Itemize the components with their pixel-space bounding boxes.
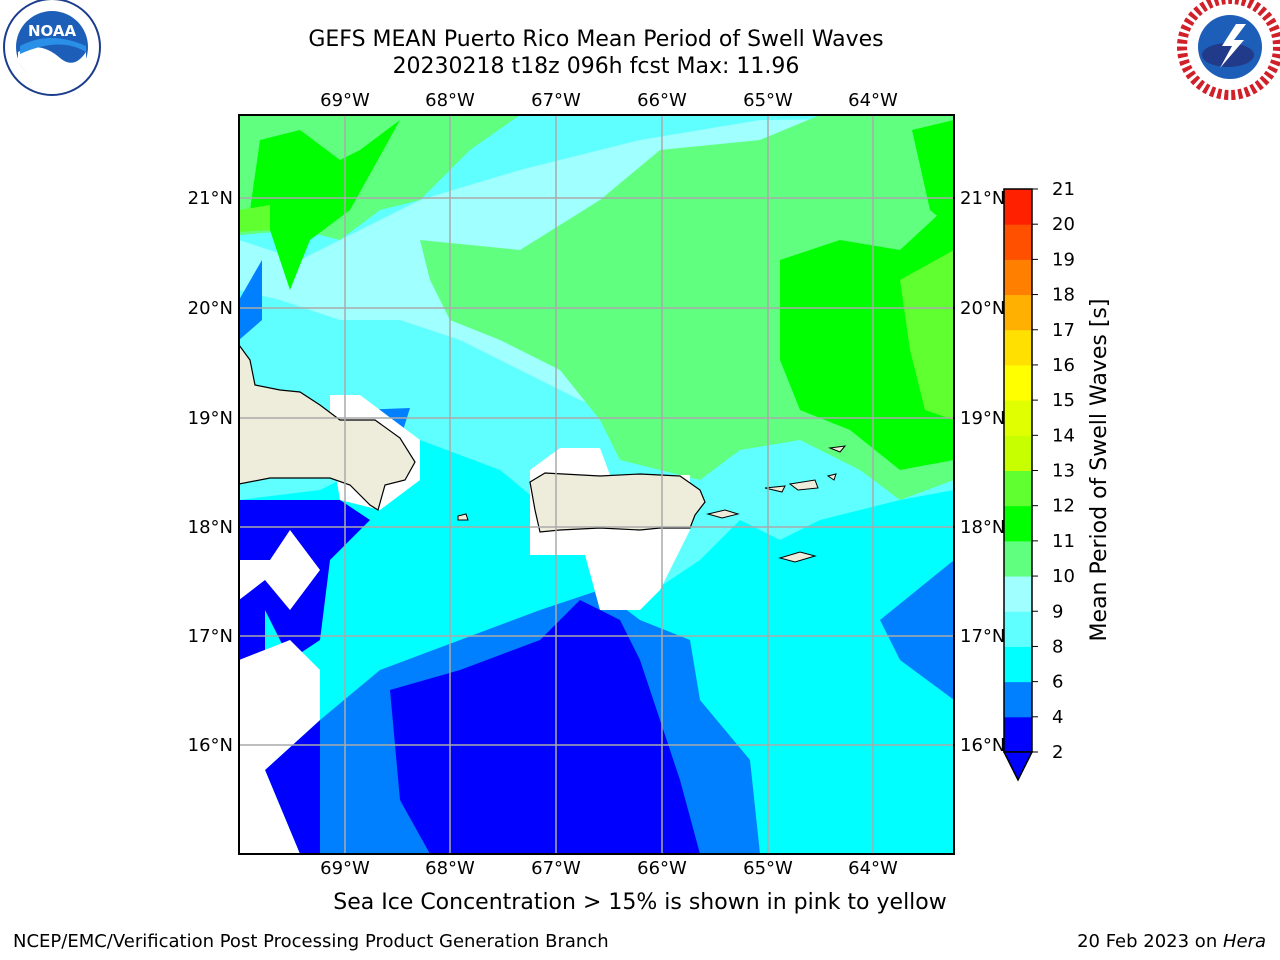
land-hispaniola — [239, 343, 416, 511]
noaa-logo: NOAA — [3, 0, 101, 96]
colorbar-tick-label: 14 — [1052, 425, 1075, 446]
lon-label-top: 67°W — [531, 90, 581, 111]
colorbar-swatch — [1004, 435, 1032, 471]
lat-label-left: 19°N — [188, 408, 233, 429]
colorbar-tick-label: 20 — [1052, 214, 1075, 235]
colorbar-tick-label: 10 — [1052, 566, 1075, 587]
colorbar-swatch — [1004, 716, 1032, 753]
footer-credit-left: NCEP/EMC/Verification Post Processing Pr… — [13, 931, 609, 952]
colorbar-tick-label: 8 — [1052, 636, 1063, 657]
land-st-croix — [778, 551, 817, 563]
colorbar-tick-label: 2 — [1052, 742, 1063, 763]
lon-label-top: 66°W — [637, 90, 687, 111]
colorbar-tick-label: 9 — [1052, 601, 1063, 622]
no-data-area — [239, 530, 320, 610]
colorbar-swatch — [1004, 400, 1032, 436]
colorbar-swatch — [1004, 576, 1032, 612]
colorbar — [1003, 188, 1033, 753]
colorbar-label: Mean Period of Swell Waves [s] — [1087, 299, 1112, 642]
contour-2-4-east — [880, 560, 954, 700]
lon-label-bottom: 64°W — [848, 858, 898, 879]
lon-label-top: 65°W — [743, 90, 793, 111]
lat-label-left: 17°N — [188, 626, 233, 647]
footer-date: 20 Feb 2023 on — [1077, 931, 1223, 952]
footer-credit-right: 20 Feb 2023 on Hera — [1077, 931, 1266, 952]
colorbar-tick-label: 16 — [1052, 355, 1075, 376]
sea-ice-note: Sea Ice Concentration > 15% is shown in … — [333, 890, 947, 915]
no-data-area — [239, 640, 320, 854]
swell-period-field — [239, 115, 954, 854]
contour-11-12-w — [239, 205, 270, 232]
footer-machine: Hera — [1222, 931, 1266, 952]
graticule — [239, 115, 954, 854]
colorbar-tick-label: 21 — [1052, 179, 1075, 200]
lat-label-right: 21°N — [960, 188, 1005, 209]
contour-10-11-ne — [912, 120, 954, 230]
contour-lt2-sw — [265, 720, 320, 854]
colorbar-swatch — [1004, 364, 1032, 401]
colorbar-tick-label: 18 — [1052, 285, 1075, 306]
colorbar-tick-label: 6 — [1052, 672, 1063, 693]
noaa-logo-text: NOAA — [28, 22, 77, 40]
lat-label-right: 17°N — [960, 626, 1005, 647]
map-frame — [238, 114, 955, 855]
colorbar-tick-label: 15 — [1052, 390, 1075, 411]
colorbar-swatch — [1004, 259, 1032, 296]
land-virgin-islands — [788, 479, 819, 491]
colorbar-swatch — [1004, 505, 1032, 542]
lon-label-bottom: 69°W — [320, 858, 370, 879]
contour-10-11-nw — [250, 120, 400, 290]
contour-10-11 — [780, 200, 954, 470]
colorbar-swatch — [1004, 646, 1032, 683]
colorbar-swatch — [1004, 470, 1032, 507]
land-virgin-islands — [764, 485, 786, 493]
colorbar-swatch — [1004, 294, 1032, 331]
colorbar-extend-triangle — [1002, 751, 1034, 782]
lat-label-right: 20°N — [960, 298, 1005, 319]
land-mona-island — [457, 513, 469, 521]
lon-label-bottom: 66°W — [637, 858, 687, 879]
lat-label-right: 19°N — [960, 408, 1005, 429]
contour-lt2-south — [390, 600, 700, 854]
colorbar-swatch — [1004, 681, 1032, 718]
colorbar-tick-label: 11 — [1052, 531, 1075, 552]
land-anguilla — [826, 473, 837, 481]
lon-label-bottom: 65°W — [743, 858, 793, 879]
lat-label-right: 18°N — [960, 517, 1005, 538]
colorbar-swatch — [1004, 540, 1032, 577]
colorbar-swatch — [1004, 329, 1032, 366]
lat-label-right: 16°N — [960, 735, 1005, 756]
colorbar-tick-label: 19 — [1052, 249, 1075, 270]
contour-2-4-west — [239, 260, 262, 340]
chart-title-line2: 20230218 t18z 096h fcst Max: 11.96 — [392, 54, 800, 79]
colorbar-tick-label: 12 — [1052, 496, 1075, 517]
lat-label-left: 18°N — [188, 517, 233, 538]
lon-label-bottom: 67°W — [531, 858, 581, 879]
colorbar-swatch — [1004, 611, 1032, 647]
lon-label-top: 69°W — [320, 90, 370, 111]
colorbar-tick-labels: 2 4 6 8 9 10 11 12 13 14 15 16 17 18 19 20 21 — [1032, 179, 1075, 763]
lon-label-bottom: 68°W — [425, 858, 475, 879]
lon-label-top: 68°W — [425, 90, 475, 111]
colorbar-tick-label: 17 — [1052, 320, 1075, 341]
colorbar-tick-label: 4 — [1052, 707, 1063, 728]
colorbar-tick-label: 13 — [1052, 461, 1075, 482]
colorbar-swatch — [1004, 224, 1032, 260]
lat-label-left: 20°N — [188, 298, 233, 319]
nws-logo — [1177, 0, 1280, 100]
lon-label-top: 64°W — [848, 90, 898, 111]
land-islet — [828, 445, 847, 453]
lat-label-left: 16°N — [188, 735, 233, 756]
chart-title-line1: GEFS MEAN Puerto Rico Mean Period of Swe… — [308, 27, 884, 52]
colorbar-swatch — [1004, 189, 1032, 225]
lat-label-left: 21°N — [188, 188, 233, 209]
land-vieques — [706, 509, 740, 519]
contour-11-12 — [900, 250, 954, 420]
